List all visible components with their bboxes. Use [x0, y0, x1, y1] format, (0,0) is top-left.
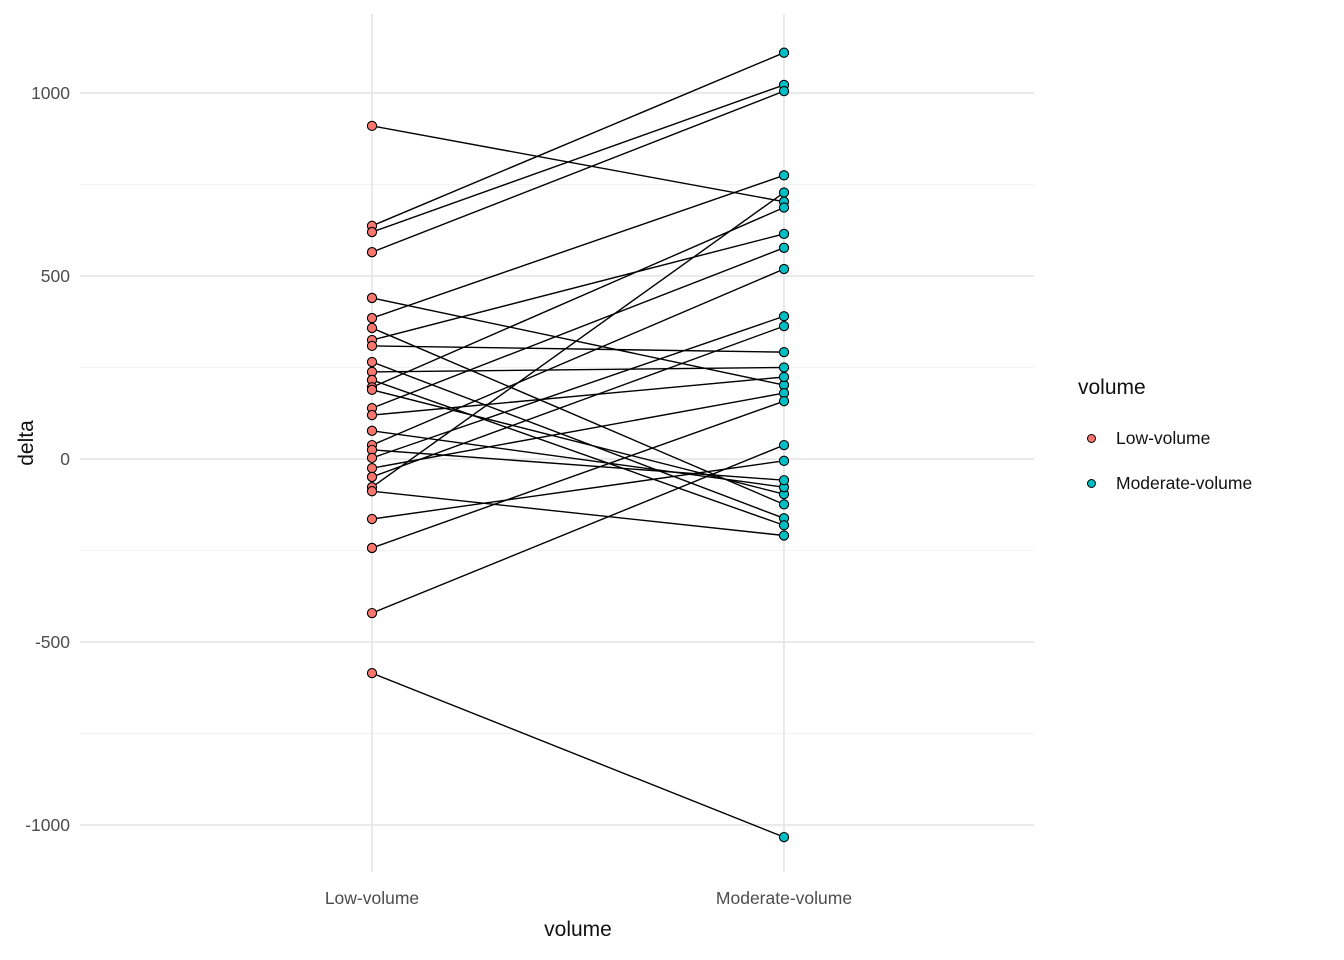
pair-line	[371, 206, 785, 388]
pair-line	[371, 361, 785, 519]
pair-line	[371, 268, 785, 446]
data-point-moderate-volume	[778, 520, 790, 531]
pair-line	[371, 90, 785, 253]
x-axis-title: volume	[544, 918, 612, 941]
y-axis-title: delta	[15, 420, 38, 466]
pair-line	[371, 376, 785, 416]
pair-line	[371, 297, 785, 386]
data-point-low-volume	[366, 425, 378, 436]
pair-line	[371, 366, 785, 373]
legend-key	[1078, 434, 1104, 443]
data-point-moderate-volume	[778, 530, 790, 541]
x-tick-label: Moderate-volume	[716, 888, 852, 908]
pair-line	[371, 490, 785, 537]
data-point-low-volume	[366, 384, 378, 395]
legend-entry-low-volume: Low-volume	[1078, 416, 1252, 461]
y-tick-label: -1000	[25, 815, 70, 835]
pair-line	[371, 449, 785, 481]
y-tick-label: 0	[60, 449, 70, 469]
pair-line	[371, 191, 785, 488]
data-point-moderate-volume	[778, 311, 790, 322]
data-point-moderate-volume	[778, 371, 790, 383]
pair-line	[371, 52, 785, 227]
moderate-volume-point-icon	[1086, 479, 1096, 488]
data-point-moderate-volume	[778, 475, 790, 486]
data-point-low-volume	[366, 607, 378, 619]
legend: volume Low-volume Moderate-volume	[1078, 376, 1252, 506]
data-point-moderate-volume	[778, 499, 790, 510]
data-point-moderate-volume	[778, 242, 790, 253]
pair-line	[371, 460, 785, 520]
data-point-low-volume	[366, 542, 378, 554]
pair-line	[371, 84, 785, 233]
pair-line	[371, 247, 785, 409]
data-point-moderate-volume	[778, 228, 790, 240]
data-point-moderate-volume	[778, 346, 790, 358]
legend-label: Moderate-volume	[1116, 473, 1253, 493]
data-point-low-volume	[366, 292, 378, 304]
data-point-low-volume	[366, 322, 378, 334]
legend-label: Low-volume	[1116, 428, 1211, 448]
data-point-low-volume	[366, 409, 378, 421]
data-point-moderate-volume	[778, 202, 790, 213]
pair-line	[371, 174, 785, 319]
data-point-moderate-volume	[778, 396, 790, 407]
data-point-moderate-volume	[778, 187, 790, 198]
pair-line	[371, 430, 785, 488]
data-point-moderate-volume	[778, 170, 790, 181]
pair-line	[371, 400, 785, 549]
data-point-low-volume	[366, 486, 378, 497]
data-point-moderate-volume	[778, 831, 790, 843]
pair-line	[371, 444, 785, 614]
data-point-low-volume	[366, 312, 378, 324]
x-tick-label: Low-volume	[325, 888, 419, 908]
data-point-low-volume	[366, 452, 378, 464]
data-point-low-volume	[366, 340, 378, 352]
legend-key	[1078, 479, 1104, 488]
data-point-moderate-volume	[778, 362, 790, 373]
pair-line	[371, 672, 785, 838]
data-point-low-volume	[366, 513, 378, 525]
data-point-low-volume	[366, 120, 378, 132]
pair-line	[371, 125, 785, 203]
pair-line	[371, 379, 785, 526]
pair-line	[371, 315, 785, 459]
data-point-low-volume	[366, 463, 378, 474]
low-volume-point-icon	[1086, 434, 1096, 443]
data-point-low-volume	[366, 356, 378, 368]
y-tick-label: -500	[35, 632, 70, 652]
legend-title: volume	[1078, 376, 1146, 399]
data-point-low-volume	[366, 471, 378, 483]
y-tick-label: 500	[41, 266, 70, 286]
pair-line	[371, 233, 785, 341]
data-point-low-volume	[366, 667, 378, 679]
pair-line	[371, 392, 785, 469]
data-point-moderate-volume	[778, 263, 790, 275]
pair-line	[371, 325, 785, 478]
data-point-moderate-volume	[778, 320, 790, 332]
data-point-moderate-volume	[778, 85, 790, 97]
data-point-moderate-volume	[778, 47, 790, 58]
pair-line	[371, 389, 785, 495]
data-point-moderate-volume	[778, 455, 790, 466]
data-point-low-volume	[366, 247, 378, 258]
data-point-low-volume	[366, 226, 378, 238]
data-point-moderate-volume	[778, 439, 790, 451]
y-tick-label: 1000	[31, 83, 70, 103]
legend-entry-moderate-volume: Moderate-volume	[1078, 461, 1252, 506]
